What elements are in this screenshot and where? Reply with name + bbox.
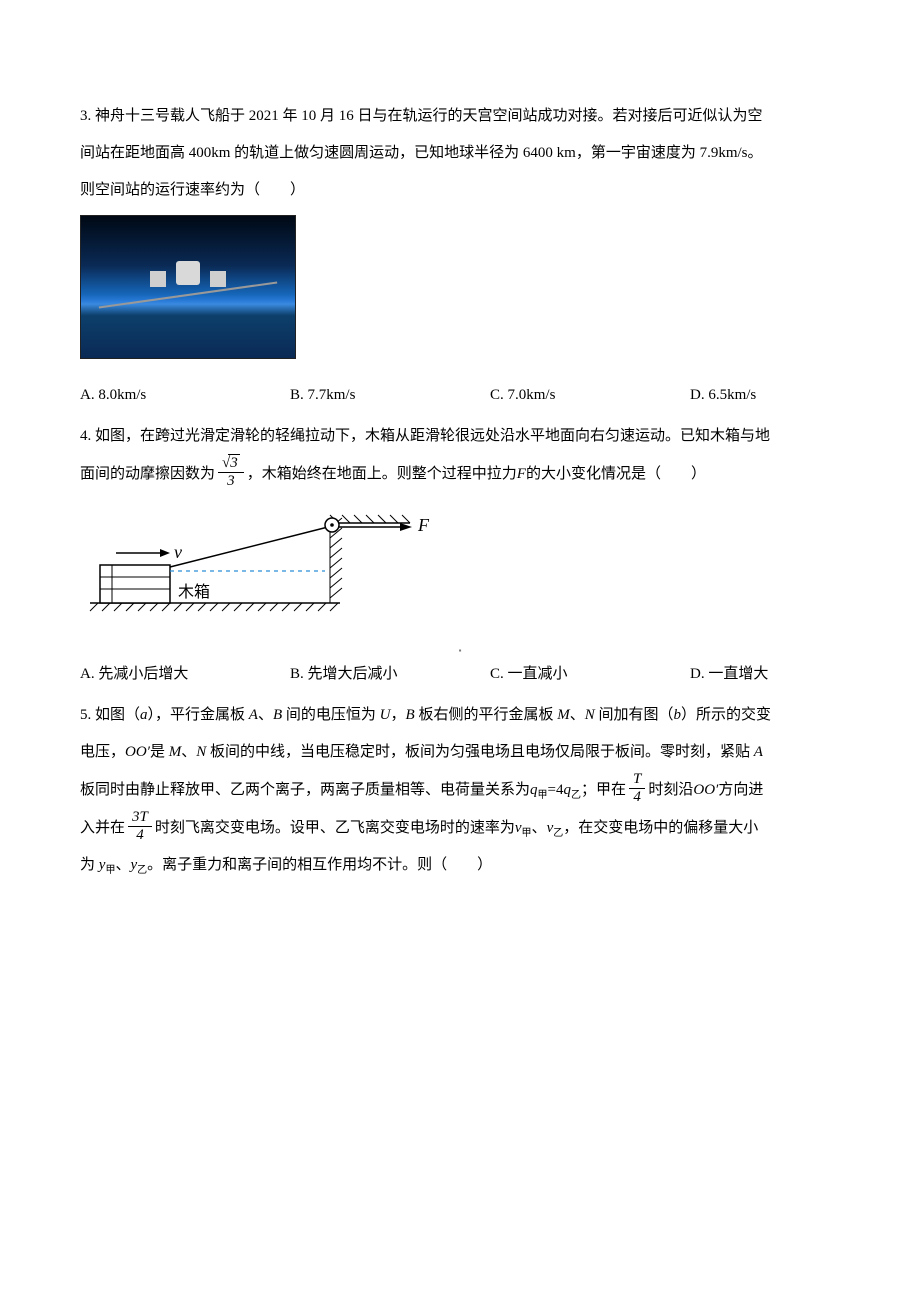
plate-a: A bbox=[249, 707, 258, 723]
q4-line2: 面间的动摩擦因数为 √3 3 ，木箱始终在地面上。则整个过程中拉力 F 的大小变… bbox=[80, 457, 840, 491]
q3-line1: 3. 神舟十三号载人飞船于 2021 年 10 月 16 日与在轨运行的天宫空间… bbox=[80, 100, 840, 133]
plate-n: N bbox=[585, 707, 595, 723]
sep: 、 bbox=[115, 857, 130, 873]
q5-text: 时刻沿 bbox=[648, 774, 693, 807]
q3-line3: 则空间站的运行速率约为（ ） bbox=[80, 174, 840, 207]
box-label: 木箱 bbox=[178, 583, 210, 601]
q5-line2: 电压，OO′是 M、N 板间的中线，当电压稳定时，板间为匀强电场且电场仅局限于板… bbox=[80, 736, 840, 769]
subscript-jia2: 甲 bbox=[522, 823, 532, 845]
q5-text: ；甲在 bbox=[581, 774, 626, 807]
q5-text: 板同时由静止释放甲、乙两个离子，两离子质量相等、电荷量关系为 bbox=[80, 774, 530, 807]
q4-option-a: A. 先减小后增大 bbox=[80, 658, 290, 691]
q4-text2a: 面间的动摩擦因数为 bbox=[80, 458, 215, 491]
velocity-label: v bbox=[174, 542, 182, 562]
speed-v2: v bbox=[547, 812, 554, 845]
sep: 、 bbox=[570, 707, 585, 723]
q5-text: 间的电压恒为 bbox=[282, 707, 380, 723]
q5-text: 为 bbox=[80, 857, 99, 873]
q5-line3: 板同时由静止释放甲、乙两个离子，两离子质量相等、电荷量关系为 q甲=4q乙；甲在… bbox=[80, 773, 840, 807]
frac-den: 4 bbox=[629, 789, 645, 806]
fig-a-label: a bbox=[140, 707, 148, 723]
q5-text: 5. 如图（ bbox=[80, 707, 140, 723]
q5-text: 是 bbox=[150, 744, 169, 760]
sep: 、 bbox=[181, 744, 196, 760]
q5-text: ）所示的交变 bbox=[681, 707, 771, 723]
midline-oo: OO′ bbox=[125, 744, 150, 760]
q4-line1: 4. 如图，在跨过光滑定滑轮的轻绳拉动下，木箱从距滑轮很远处沿水平地面向右匀速运… bbox=[80, 420, 840, 453]
force-variable: F bbox=[517, 458, 526, 491]
space-station-photo bbox=[80, 215, 296, 359]
q5-text: 电压， bbox=[80, 744, 125, 760]
sep: 、 bbox=[532, 812, 547, 845]
subscript-yi3: 乙 bbox=[137, 865, 147, 876]
q5-text: 。离子重力和离子间的相互作用均不计。则（ ） bbox=[147, 857, 492, 873]
q3-option-a: A. 8.0km/s bbox=[80, 379, 290, 412]
plate-n2: N bbox=[196, 744, 206, 760]
center-marker-icon: ▪ bbox=[459, 642, 462, 660]
q5-text: 时刻飞离交变电场。设甲、乙飞离交变电场时的速率为 bbox=[155, 812, 515, 845]
q4-options: A. 先减小后增大 B. 先增大后减小 C. 一直减小 D. 一直增大 bbox=[80, 658, 840, 691]
q4-text2c: 的大小变化情况是（ ） bbox=[526, 458, 706, 491]
fraction-3t-4: 3T 4 bbox=[128, 809, 152, 843]
sep: ， bbox=[391, 707, 406, 723]
q3-option-d: D. 6.5km/s bbox=[690, 379, 840, 412]
frac-den: 4 bbox=[128, 827, 152, 844]
midline-oo2: OO′ bbox=[693, 774, 718, 807]
fraction-den: 3 bbox=[218, 473, 244, 490]
plate-a2: A bbox=[754, 744, 763, 760]
q5-line1: 5. 如图（a），平行金属板 A、B 间的电压恒为 U，B 板右侧的平行金属板 … bbox=[80, 699, 840, 732]
charge-q1: q bbox=[530, 774, 538, 807]
subscript-yi2: 乙 bbox=[553, 823, 563, 845]
speed-v1: v bbox=[515, 812, 522, 845]
q4-text2b: ，木箱始终在地面上。则整个过程中拉力 bbox=[247, 458, 517, 491]
frac-num: T bbox=[629, 771, 645, 789]
subscript-yi: 乙 bbox=[571, 785, 581, 807]
eq: =4 bbox=[548, 774, 564, 807]
q4-option-b: B. 先增大后减小 bbox=[290, 658, 490, 691]
plate-b2: B bbox=[406, 707, 415, 723]
plate-m2: M bbox=[169, 744, 182, 760]
fig-b-label: b bbox=[674, 707, 682, 723]
q5-text: ，在交变电场中的偏移量大小 bbox=[563, 812, 758, 845]
q5-text: 方向进 bbox=[718, 774, 763, 807]
subscript-jia3: 甲 bbox=[105, 865, 115, 876]
fraction-t-4: T 4 bbox=[629, 771, 645, 805]
q3-option-c: C. 7.0km/s bbox=[490, 379, 690, 412]
q4-friction-fraction: √3 3 bbox=[218, 455, 244, 489]
subscript-jia: 甲 bbox=[538, 785, 548, 807]
q4-diagram: F v 木箱 bbox=[80, 503, 840, 636]
plate-m: M bbox=[557, 707, 570, 723]
q5-line4: 入并在 3T 4 时刻飞离交变电场。设甲、乙飞离交变电场时的速率为 v甲、v乙，… bbox=[80, 811, 840, 845]
q5-text: 板间的中线，当电压稳定时，板间为匀强电场且电场仅局限于板间。零时刻，紧贴 bbox=[206, 744, 754, 760]
q5-text: ），平行金属板 bbox=[148, 707, 249, 723]
charge-q2: q bbox=[563, 774, 571, 807]
q3-option-b: B. 7.7km/s bbox=[290, 379, 490, 412]
sep: 、 bbox=[258, 707, 273, 723]
plate-b: B bbox=[273, 707, 282, 723]
force-label: F bbox=[417, 515, 430, 535]
q3-options: A. 8.0km/s B. 7.7km/s C. 7.0km/s D. 6.5k… bbox=[80, 379, 840, 412]
q4-option-c: C. 一直减小 bbox=[490, 658, 690, 691]
q3-line2: 间站在距地面高 400km 的轨道上做匀速圆周运动，已知地球半径为 6400 k… bbox=[80, 137, 840, 170]
q5-text: 间加有图（ bbox=[595, 707, 674, 723]
q5-text: 入并在 bbox=[80, 812, 125, 845]
q5-text: 板右侧的平行金属板 bbox=[415, 707, 558, 723]
q4-option-d: D. 一直增大 bbox=[690, 658, 840, 691]
voltage-u: U bbox=[380, 707, 391, 723]
frac-num: 3T bbox=[128, 809, 152, 827]
sqrt-radicand: 3 bbox=[228, 454, 240, 471]
q5-line5: 为 y甲、y乙。离子重力和离子间的相互作用均不计。则（ ） bbox=[80, 849, 840, 882]
